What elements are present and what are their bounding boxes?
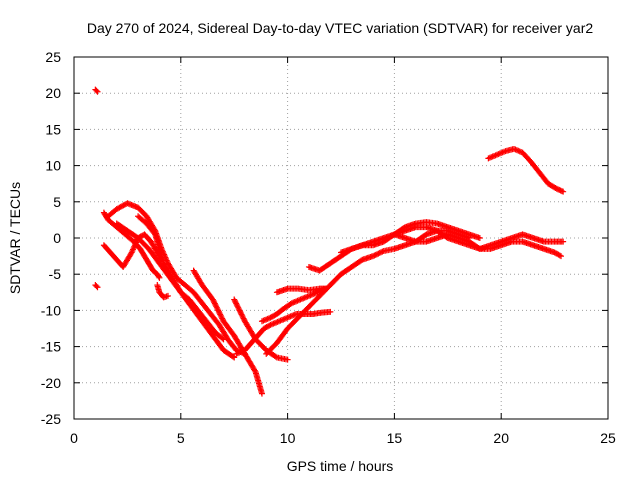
plot-frame — [73, 56, 609, 420]
data-point — [374, 251, 381, 258]
data-point — [217, 311, 224, 318]
data-point — [213, 303, 220, 310]
data-point — [234, 303, 241, 310]
data-point — [327, 308, 334, 315]
data-point — [151, 230, 158, 237]
series-track-r — [485, 145, 567, 195]
x-tick-label: 20 — [493, 430, 509, 446]
data-point — [476, 235, 483, 241]
data-point — [230, 353, 237, 360]
x-tick-label: 15 — [387, 430, 403, 446]
data-point — [220, 336, 227, 343]
data-point — [372, 251, 379, 258]
y-axis-label: SDTVAR / TECUs — [7, 182, 23, 294]
data-point — [378, 249, 385, 256]
data-point — [235, 306, 242, 313]
y-tick-label: 5 — [53, 194, 61, 210]
data-point — [93, 283, 100, 290]
data-point — [215, 308, 222, 315]
series-track-c — [100, 209, 163, 281]
data-point — [218, 314, 225, 321]
data-point — [214, 306, 221, 313]
data-point — [258, 390, 265, 397]
series-track-n — [273, 285, 330, 296]
data-point — [212, 301, 219, 308]
data-point — [237, 310, 244, 317]
data-point — [164, 292, 171, 299]
data-point — [237, 308, 244, 315]
data-point — [231, 354, 238, 361]
data-point — [560, 188, 567, 195]
data-point — [215, 307, 222, 314]
data-point — [213, 304, 220, 311]
y-tick-label: 0 — [53, 230, 61, 246]
data-point — [284, 356, 291, 363]
data-point — [371, 252, 378, 259]
data-point — [94, 88, 101, 95]
data-point — [239, 312, 246, 319]
y-tick-label: -15 — [41, 339, 61, 355]
data-point — [217, 312, 224, 319]
data-point — [560, 238, 567, 245]
data-point — [232, 299, 239, 306]
series-track-q — [391, 231, 567, 252]
series-track-a — [92, 86, 101, 95]
grid-lines — [74, 57, 608, 419]
data-point — [558, 253, 565, 260]
series-track-b — [92, 282, 101, 291]
data-point — [376, 249, 383, 256]
data-point — [231, 296, 238, 303]
data-point — [370, 253, 377, 260]
y-tick-label: -5 — [49, 266, 62, 282]
y-tick-label: 20 — [45, 85, 61, 101]
series-track-k — [233, 308, 334, 357]
y-tick-label: 15 — [45, 121, 61, 137]
data-point — [211, 300, 218, 307]
data-point — [209, 296, 216, 303]
series-track-g — [135, 213, 227, 343]
data-point — [219, 315, 226, 322]
y-tick-label: -25 — [41, 411, 61, 427]
data-point — [239, 314, 246, 321]
series-track-e — [105, 200, 248, 357]
data-point — [155, 273, 162, 280]
y-tick-label: 25 — [45, 49, 61, 65]
data-point — [93, 87, 100, 94]
data-point — [211, 299, 218, 306]
data-point — [156, 274, 163, 281]
data-point — [272, 353, 279, 360]
x-axis-label: GPS time / hours — [287, 458, 394, 474]
y-tick-label: 10 — [45, 158, 61, 174]
data-point — [233, 300, 240, 307]
data-point — [240, 315, 247, 322]
x-tick-label: 5 — [177, 430, 185, 446]
series-track-h — [154, 282, 171, 301]
data-point — [216, 310, 223, 317]
data-point — [323, 285, 330, 292]
data-series — [92, 86, 567, 397]
data-point — [266, 322, 273, 329]
data-point — [251, 367, 258, 374]
data-point — [94, 284, 101, 291]
data-point — [235, 304, 242, 311]
data-point — [219, 335, 226, 342]
data-point — [236, 307, 243, 314]
y-tick-label: -10 — [41, 302, 61, 318]
chart-title: Day 270 of 2024, Sidereal Day-to-day VTE… — [87, 20, 593, 36]
data-point — [379, 248, 386, 255]
x-tick-label: 10 — [280, 430, 296, 446]
data-point — [556, 252, 563, 259]
data-point — [238, 311, 245, 318]
x-tick-label: 25 — [600, 430, 616, 446]
data-point — [231, 297, 238, 304]
axis-ticks: 0 5 10 15 20 25 -25 -20 -15 -10 -5 0 5 10 15 20 25 — [41, 49, 616, 446]
x-tick-label: 0 — [70, 430, 78, 446]
data-point — [210, 297, 217, 304]
series-track-m — [263, 227, 473, 357]
y-tick-label: -20 — [41, 375, 61, 391]
data-point — [233, 301, 240, 308]
data-point — [375, 250, 382, 257]
